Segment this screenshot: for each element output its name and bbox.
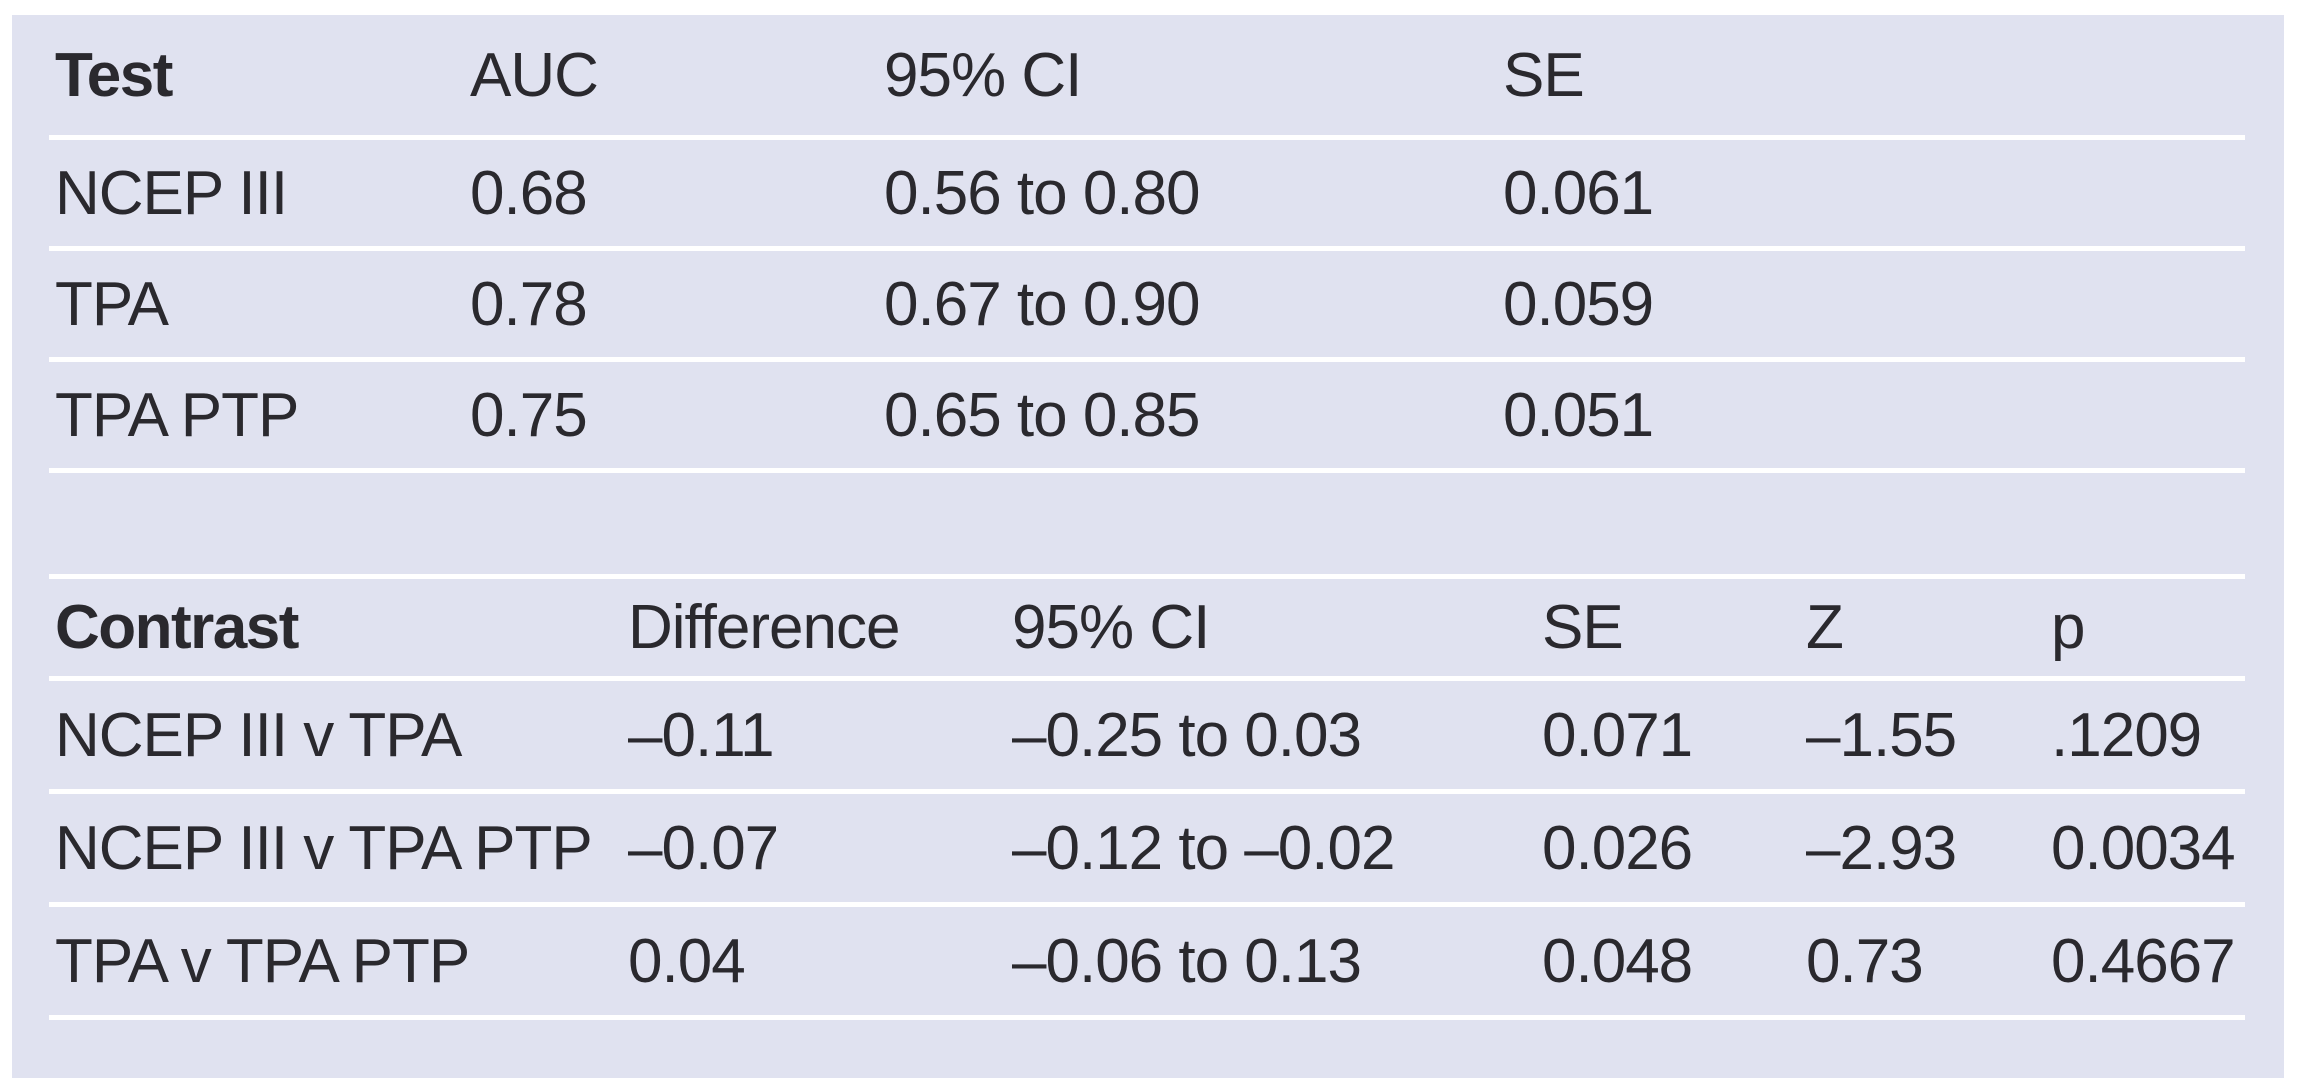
contrast-table: Contrast Difference 95% CI SE Z p NCEP I…: [49, 574, 2245, 1020]
cell-se: 0.071: [1542, 700, 1693, 770]
column-header-ci: 95% CI: [884, 40, 1082, 110]
cell-auc: 0.68: [470, 158, 588, 228]
column-header-ci: 95% CI: [1012, 593, 1210, 662]
column-header-auc: AUC: [470, 40, 599, 110]
column-header-se: SE: [1503, 40, 1585, 110]
cell-z: 0.73: [1806, 926, 1924, 996]
cell-se: 0.061: [1503, 158, 1654, 228]
cell-p: 0.0034: [2051, 813, 2236, 883]
cell-difference: 0.04: [628, 926, 746, 996]
cell-ci: 0.65 to 0.85: [884, 380, 1201, 450]
contrast-table-header-row: Contrast Difference 95% CI SE Z p: [49, 579, 2245, 681]
cell-contrast: NCEP III v TPA: [55, 700, 462, 770]
cell-auc: 0.78: [470, 269, 588, 339]
cell-ci: –0.25 to 0.03: [1012, 700, 1362, 770]
table-row: NCEP III v TPA –0.11 –0.25 to 0.03 0.071…: [49, 681, 2245, 794]
cell-ci: –0.06 to 0.13: [1012, 926, 1362, 996]
results-table-panel: Test AUC 95% CI SE NCEP III 0.68 0.56 to…: [12, 15, 2284, 1078]
column-header-test: Test: [55, 40, 173, 110]
column-header-difference: Difference: [628, 593, 900, 662]
column-header-p: p: [2051, 593, 2085, 662]
cell-test: TPA PTP: [55, 380, 299, 450]
cell-ci: 0.56 to 0.80: [884, 158, 1201, 228]
table-row: NCEP III v TPA PTP –0.07 –0.12 to –0.02 …: [49, 794, 2245, 907]
cell-contrast: TPA v TPA PTP: [55, 926, 470, 996]
cell-difference: –0.11: [628, 700, 775, 770]
column-header-contrast: Contrast: [55, 593, 299, 662]
cell-test: TPA: [55, 269, 169, 339]
cell-se: 0.026: [1542, 813, 1693, 883]
cell-test: NCEP III: [55, 158, 288, 228]
cell-se: 0.048: [1542, 926, 1693, 996]
cell-se: 0.059: [1503, 269, 1654, 339]
table-row: TPA v TPA PTP 0.04 –0.06 to 0.13 0.048 0…: [49, 907, 2245, 1020]
table-row: NCEP III 0.68 0.56 to 0.80 0.061: [49, 140, 2245, 251]
cell-z: –1.55: [1806, 700, 1957, 770]
cell-p: .1209: [2051, 700, 2202, 770]
column-header-se: SE: [1542, 593, 1624, 662]
cell-difference: –0.07: [628, 813, 779, 883]
cell-contrast: NCEP III v TPA PTP: [55, 813, 593, 883]
cell-ci: –0.12 to –0.02: [1012, 813, 1395, 883]
cell-ci: 0.67 to 0.90: [884, 269, 1201, 339]
auc-table: Test AUC 95% CI SE NCEP III 0.68 0.56 to…: [49, 15, 2245, 473]
table-row: TPA PTP 0.75 0.65 to 0.85 0.051: [49, 362, 2245, 473]
cell-auc: 0.75: [470, 380, 588, 450]
table-row: TPA 0.78 0.67 to 0.90 0.059: [49, 251, 2245, 362]
column-header-z: Z: [1806, 593, 1844, 662]
auc-table-header-row: Test AUC 95% CI SE: [49, 15, 2245, 140]
cell-p: 0.4667: [2051, 926, 2236, 996]
cell-se: 0.051: [1503, 380, 1654, 450]
cell-z: –2.93: [1806, 813, 1957, 883]
